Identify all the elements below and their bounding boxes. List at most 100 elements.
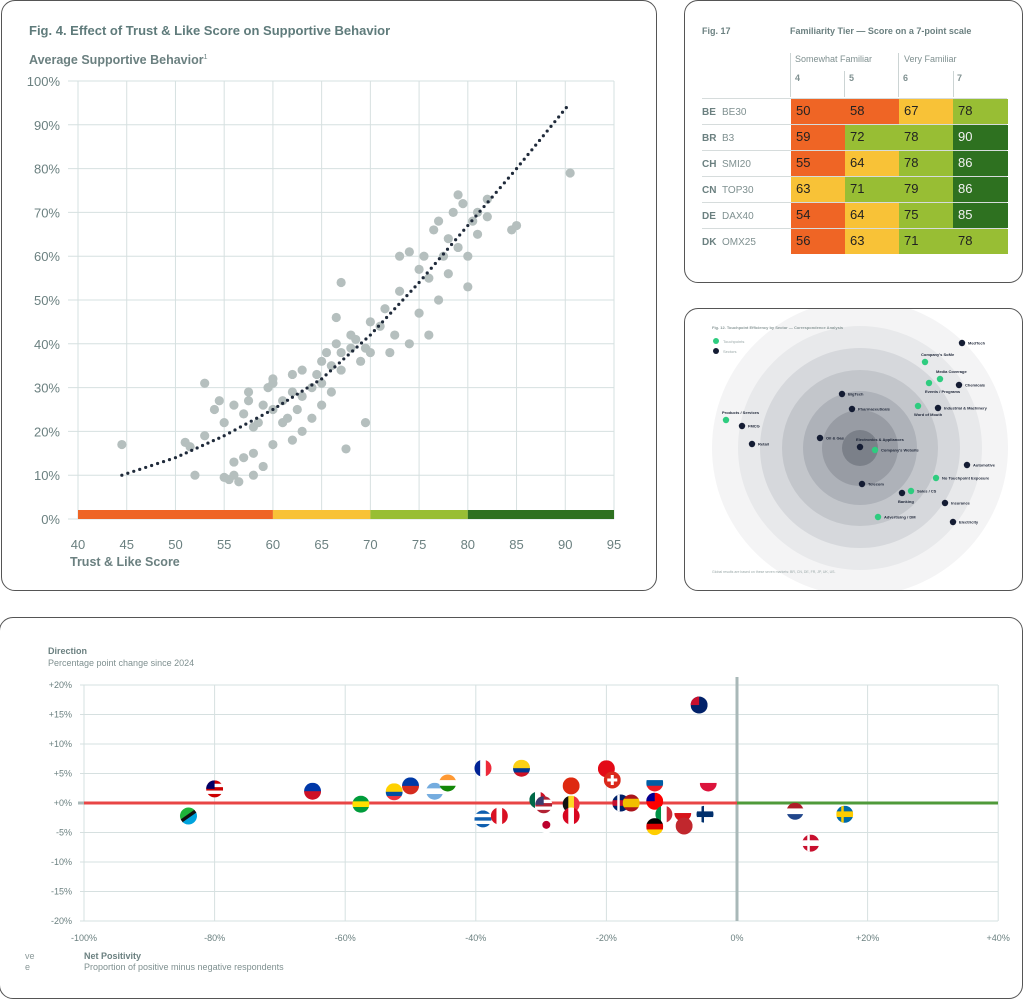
- flag-stripe: [426, 788, 444, 795]
- trend-dot: [557, 115, 561, 119]
- data-point: [258, 400, 268, 410]
- flag-de-icon: [646, 818, 664, 836]
- trend-dot: [486, 200, 490, 204]
- data-point: [312, 369, 322, 380]
- flag-stripe: [439, 780, 457, 787]
- flag-stripe: [535, 809, 553, 814]
- trend-dot: [553, 120, 557, 124]
- table-cell: 71: [845, 177, 899, 202]
- trend-dot: [458, 233, 462, 237]
- trend-dot: [380, 320, 385, 324]
- row-index: B3: [722, 133, 735, 144]
- trend-dot: [564, 105, 568, 110]
- flag-cross: [617, 794, 620, 812]
- touchpoint-point: [907, 487, 915, 495]
- flag-stripe: [646, 785, 664, 792]
- trend-dot: [337, 361, 341, 365]
- trend-dot: [190, 448, 194, 452]
- data-point: [395, 251, 405, 261]
- data-point: [448, 207, 458, 217]
- flag-stripe: [179, 807, 193, 818]
- flag-stripe: [836, 817, 854, 823]
- table-cell: 75: [899, 203, 953, 228]
- trend-dot: [541, 134, 545, 138]
- data-point: [351, 334, 361, 345]
- data-point: [463, 282, 473, 292]
- fig4-ylabel: Average Supportive Behavior1: [29, 53, 208, 67]
- trend-dot: [372, 329, 377, 333]
- fig17-card: Fig. 17 Familiarity Tier — Score on a 7-…: [684, 0, 1023, 283]
- trend-dot: [549, 124, 553, 128]
- table-cell: 63: [791, 177, 845, 202]
- data-point: [292, 404, 302, 415]
- touchpoint-point: [914, 402, 922, 410]
- flag-cz-icon: [674, 804, 692, 822]
- flag-stripe: [646, 774, 664, 781]
- flag-stripe: [474, 824, 492, 828]
- trend-dot: [161, 459, 166, 464]
- data-point: [190, 470, 200, 480]
- data-point: [307, 383, 317, 393]
- y-tick-label: +15%: [49, 710, 72, 720]
- data-point: [443, 234, 453, 244]
- trend-dot: [433, 261, 437, 266]
- y-tick-label: 30%: [34, 381, 60, 396]
- flag-be-icon: [562, 795, 580, 813]
- legend-label: Sectors: [723, 349, 737, 354]
- point-label: Word of Mouth: [914, 412, 943, 417]
- touchpoint-point: [936, 375, 944, 383]
- sector-point: [858, 480, 866, 488]
- data-point: [414, 308, 424, 318]
- data-point: [253, 418, 263, 428]
- data-point: [458, 199, 468, 209]
- data-point: [219, 418, 229, 428]
- sector-point: [838, 390, 846, 398]
- flag-stripe: [802, 840, 820, 847]
- flag-stripe: [674, 804, 692, 814]
- x-tick-label: 70: [363, 537, 377, 552]
- trend-dot: [425, 271, 429, 275]
- row-code: CN: [702, 185, 717, 196]
- data-point: [438, 251, 449, 261]
- flag-co-icon: [513, 759, 531, 777]
- flag-stripe: [802, 845, 820, 852]
- flag-cross: [841, 805, 844, 823]
- flag-stripe: [622, 794, 640, 800]
- data-point: [336, 347, 346, 358]
- table-cell: 78: [899, 151, 953, 176]
- trend-dot: [397, 302, 401, 306]
- x-tick-label: 55: [217, 537, 231, 552]
- y-tick-label: 60%: [34, 249, 60, 264]
- data-point: [404, 247, 414, 257]
- data-point: [380, 304, 390, 314]
- data-point: [356, 356, 366, 366]
- trend-dot: [150, 463, 154, 468]
- data-point: [243, 387, 254, 397]
- y-tick-label: 0%: [41, 512, 60, 527]
- flag-ma-icon: [675, 817, 693, 835]
- flag-stripe: [699, 782, 717, 792]
- flag-stripe: [661, 805, 668, 823]
- data-point: [443, 269, 453, 279]
- row-code: DK: [702, 237, 717, 248]
- flag-stripe: [352, 801, 370, 808]
- data-point: [287, 369, 297, 380]
- data-point: [248, 470, 259, 480]
- data-point: [424, 273, 434, 283]
- point-label: Industrial & Machinery: [944, 406, 988, 411]
- trend-dot: [249, 419, 253, 423]
- point-label: Oil & Gas: [826, 436, 845, 441]
- flag-stripe: [206, 790, 224, 795]
- flag-stripe: [612, 800, 630, 807]
- trend-dot: [445, 247, 450, 251]
- trend-dot: [482, 204, 486, 209]
- flag-stripe: [535, 803, 553, 807]
- y-tick-label: 80%: [34, 162, 60, 177]
- flag-stripe: [184, 815, 197, 825]
- x-tick-label: +20%: [856, 933, 879, 943]
- flag-stripe: [385, 787, 403, 793]
- flag-fr-icon: [474, 759, 492, 777]
- data-point: [214, 396, 224, 406]
- table-cell: 55: [791, 151, 845, 176]
- y-tick-label: -10%: [51, 857, 72, 867]
